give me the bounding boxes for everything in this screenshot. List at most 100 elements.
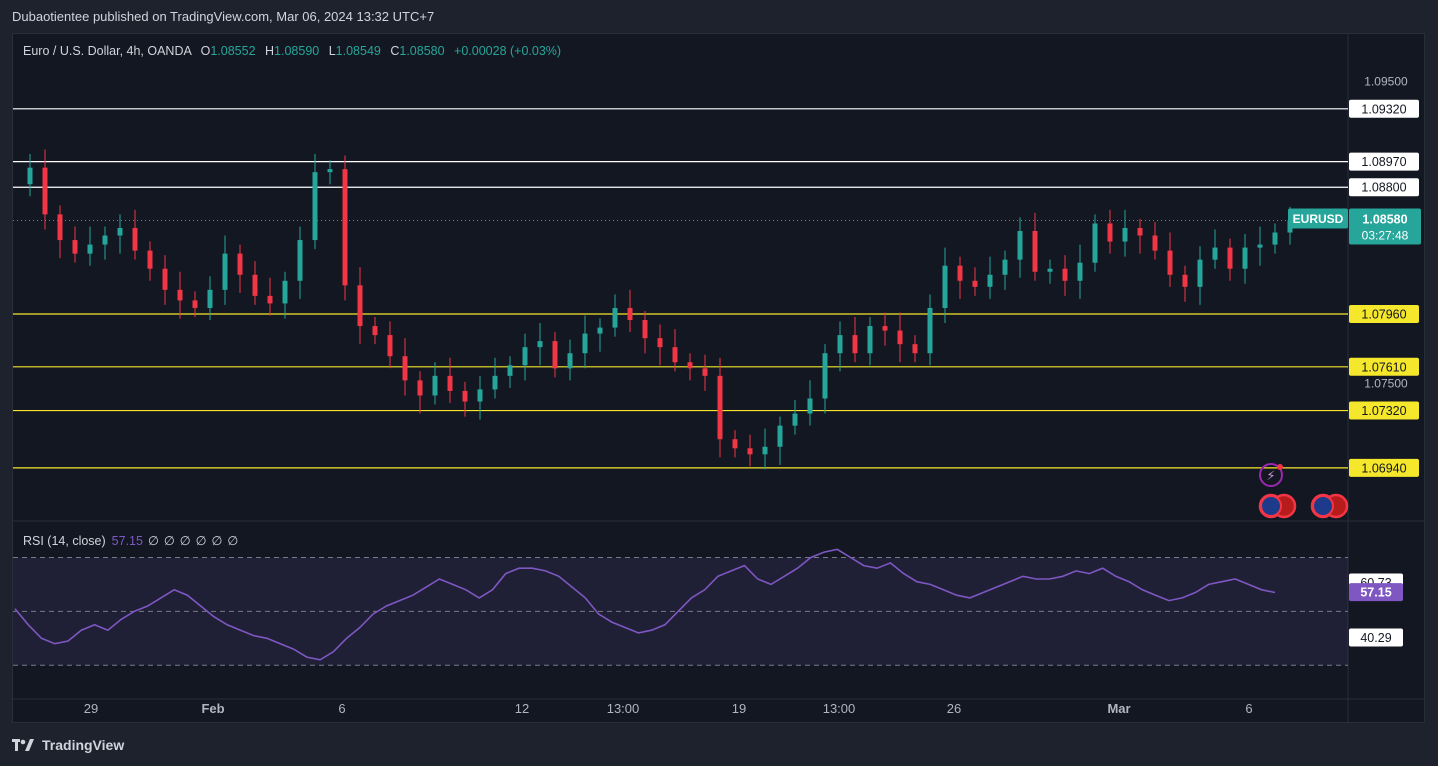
time-axis[interactable]: 29 Feb 6 12 13:00 19 13:00 26 Mar 6: [84, 701, 1253, 716]
candle-body: [1167, 250, 1173, 275]
grid: [13, 34, 1424, 722]
candle-body: [567, 353, 573, 369]
level-price-label: 1.08800: [1361, 181, 1406, 195]
candle-body: [1002, 259, 1008, 275]
level-price-label: 1.09320: [1361, 102, 1406, 116]
candle-body: [552, 341, 558, 369]
rsi-title[interactable]: RSI (14, close): [23, 534, 106, 548]
rsi-empty: ∅: [179, 534, 191, 548]
candle-body: [462, 390, 468, 402]
candle-body: [1152, 235, 1158, 251]
candle-body: [1242, 247, 1248, 269]
rsi-value: 57.15: [111, 534, 143, 548]
candle-body: [222, 253, 228, 290]
change-value: +0.00028 (+0.03%): [454, 44, 562, 58]
level-price-tag: [1349, 401, 1419, 420]
chart-canvas[interactable]: 1.09320 1.08970 1.08800 1.07960 1.07610 1.073…: [13, 34, 1425, 723]
notification-dot-icon: [1277, 464, 1283, 470]
candle-body: [702, 368, 708, 376]
time-tick-label: 6: [338, 701, 345, 716]
candle-body: [852, 335, 858, 354]
open-value: 1.08552: [210, 44, 256, 58]
footer-brand[interactable]: TradingView: [12, 737, 124, 753]
eu-flag-front-icon: [1260, 495, 1282, 517]
candle-body: [1182, 274, 1188, 287]
low-label: L: [328, 44, 336, 58]
candle-body: [582, 333, 588, 354]
rsi-pane: [13, 548, 1348, 666]
candle-body: [417, 380, 423, 396]
candle-body: [1017, 231, 1023, 260]
candle-body: [372, 326, 378, 336]
time-tick-label: Mar: [1107, 701, 1130, 716]
candle-body: [987, 274, 993, 287]
chart-panel[interactable]: 1.09320 1.08970 1.08800 1.07960 1.07610 1.073…: [12, 33, 1425, 723]
candle-body: [477, 389, 483, 402]
high-label: H: [265, 44, 275, 58]
tradingview-logo-icon: [12, 739, 34, 751]
candle-body: [612, 307, 618, 328]
symbol-title[interactable]: Euro / U.S. Dollar, 4h, OANDA: [23, 44, 192, 58]
time-tick-label: 6: [1245, 701, 1252, 716]
level-price-tag: [1349, 304, 1419, 323]
candle-body: [27, 167, 33, 185]
candle-body: [402, 356, 408, 381]
rsi-empty: ∅: [147, 534, 159, 548]
candle-body: [447, 375, 453, 391]
time-tick-label: 29: [84, 701, 98, 716]
rsi-current-label: 57.15: [1360, 586, 1391, 600]
candle-body: [522, 347, 528, 366]
time-tick-label: 26: [947, 701, 961, 716]
candle-body: [117, 227, 123, 236]
candle-body: [747, 448, 753, 455]
candle-body: [207, 289, 213, 308]
level-price-label: 1.06940: [1361, 461, 1406, 475]
brand-name: TradingView: [42, 737, 125, 753]
event-icons[interactable]: ⚡: [1258, 463, 1349, 519]
time-tick-label: Feb: [201, 701, 224, 716]
price-tick-label: 1.09500: [1364, 75, 1408, 89]
candle-body: [867, 326, 873, 354]
close-value: 1.08580: [399, 44, 445, 58]
candle-body: [792, 413, 798, 426]
countdown-label: 03:27:48: [1362, 228, 1409, 242]
high-value: 1.08590: [274, 44, 320, 58]
candle-body: [42, 167, 48, 215]
candle-body: [1047, 268, 1053, 272]
candle-body: [927, 307, 933, 354]
candle-body: [297, 240, 303, 281]
candle-body: [597, 327, 603, 334]
level-price-label: 1.08970: [1361, 155, 1406, 169]
candle-body: [267, 295, 273, 304]
candle-body: [327, 169, 333, 173]
candle-body: [1107, 223, 1113, 242]
candle-body: [492, 375, 498, 390]
time-tick-label: 19: [732, 701, 746, 716]
level-price-label: 1.07610: [1361, 360, 1406, 374]
candle-body: [762, 446, 768, 455]
level-price-tag: [1349, 178, 1419, 197]
lightning-event-icon[interactable]: [1259, 463, 1283, 487]
level-price-tag: [1349, 357, 1419, 376]
candle-body: [57, 214, 63, 241]
candle-body: [1137, 227, 1143, 236]
candle-body: [177, 289, 183, 301]
candle-body: [357, 285, 363, 327]
horizontal-levels[interactable]: 1.09320 1.08970 1.08800 1.07960 1.07610 1.073…: [13, 99, 1419, 477]
rsi-lower-label: 40.29: [1360, 631, 1391, 645]
symbol-tag: [1288, 208, 1348, 229]
rsi-empty: ∅: [163, 534, 175, 548]
candle-body: [132, 227, 138, 251]
candle-body: [717, 375, 723, 440]
lightning-glyph-icon: ⚡: [1266, 469, 1275, 484]
price-legend: Euro / U.S. Dollar, 4h, OANDA O1.08552 H…: [23, 44, 561, 58]
time-tick-label: 13:00: [823, 701, 856, 716]
candles: [13, 149, 1348, 470]
candle-body: [837, 335, 843, 354]
low-value: 1.08549: [335, 44, 381, 58]
published-header: Dubaotientee published on TradingView.co…: [12, 9, 435, 24]
candle-body: [1062, 268, 1068, 281]
candle-body: [1227, 247, 1233, 269]
level-price-label: 1.07960: [1361, 307, 1406, 321]
